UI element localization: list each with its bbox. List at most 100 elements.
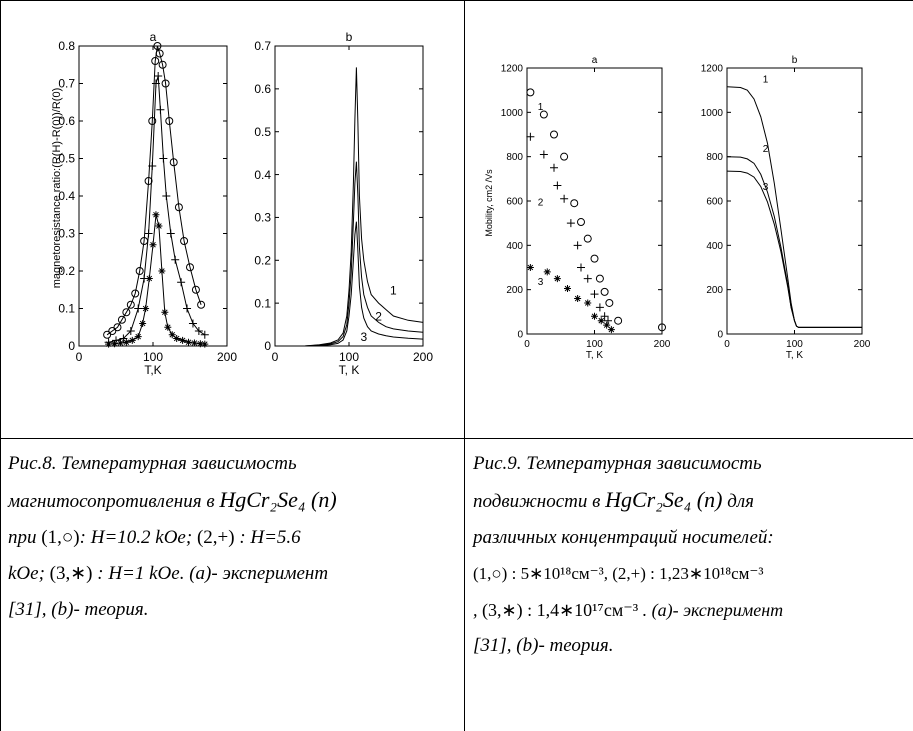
fig9a-series-3-point — [526, 264, 534, 271]
fig8-mark-3: (3,∗) — [49, 563, 93, 584]
fig8a-series-1-point — [169, 158, 178, 167]
fig8b-xtick-label: 0 — [272, 350, 279, 364]
fig9b-ytick-label: 0 — [717, 330, 723, 341]
fig8-caption-line3c: : H=5.6 — [239, 527, 301, 548]
fig9-caption-line5: . (a)- эксперимент — [642, 600, 784, 620]
fig8a-series-3-point — [201, 340, 209, 348]
fig8-caption-line3b: : H=10.2 kOe; — [79, 527, 193, 548]
fig8a-series-3-point — [168, 331, 176, 339]
fig8a-xtick-label: 200 — [217, 350, 237, 364]
fig8a-series-1-point — [186, 263, 194, 272]
fig9-caption-line1: Рис.9. Температурная зависимость — [473, 453, 762, 474]
fig8a-series-2-point — [159, 154, 168, 163]
fig8b-ytick-label: 0.6 — [254, 82, 271, 96]
fig8-ylabel: magnetoresistance ratio:(R(H)-R(0))/R(0) — [51, 88, 63, 289]
fig8a-series-2-point — [166, 229, 175, 238]
fig8a-series-2-point — [194, 327, 203, 335]
fig9b-xlabel: T, K — [786, 350, 804, 361]
fig9b-series-1-line — [726, 86, 862, 328]
fig9a-series-2-point — [600, 312, 609, 321]
fig9a-series-3-point — [591, 312, 598, 320]
fig9-formula: HgCr₂Se₄ (n) — [605, 487, 723, 512]
fig9a-ytick-label: 0 — [517, 330, 523, 341]
fig8-caption-line2: магнитосопротивления в — [8, 491, 215, 512]
fig8a-series-1-point — [113, 323, 122, 332]
fig8a-series-2-point — [112, 336, 120, 345]
fig8a-series-2-point — [119, 334, 128, 343]
fig8a-ytick-label: 0.4 — [58, 189, 75, 203]
fig9a-ytick-label: 600 — [506, 197, 523, 208]
fig8b-curve-label: 1 — [390, 284, 397, 298]
fig9a-series-2-point — [573, 241, 582, 250]
fig8-caption-line5: [31], (b)- теория. — [8, 599, 149, 620]
fig8a-xtick-label: 0 — [76, 350, 83, 364]
fig9a-xtick-label: 0 — [524, 339, 530, 350]
fig8a-series-3-point — [155, 222, 163, 230]
fig8a-ytick-label: 0.8 — [58, 39, 75, 53]
fig8-mark-2: (2,+) — [196, 527, 235, 548]
fig8a-xlabel: T,K — [144, 363, 161, 377]
fig8a-series-2-point — [154, 72, 163, 80]
fig8a-series-3-point — [134, 333, 142, 341]
fig8a-series-1-point — [180, 237, 189, 245]
fig8a-series-2-line — [108, 75, 206, 343]
fig9a-series-3-point — [564, 285, 571, 293]
fig8b-series-3-line — [304, 221, 424, 347]
fig8b-ytick-label: 0.2 — [254, 253, 271, 267]
row-divider — [0, 438, 913, 439]
fig8a-ytick-label: 0.5 — [58, 152, 75, 166]
right-cell-bottom — [464, 438, 913, 439]
fig8b-ytick-label: 0 — [264, 339, 271, 353]
fig9a-series-2-point — [550, 163, 558, 172]
fig9a-series-2-point — [560, 194, 569, 203]
fig9-caption-line3: различных концентраций носителей: — [473, 527, 774, 548]
fig9a-series-2-point — [590, 290, 599, 299]
fig8a-series-3-point — [128, 336, 136, 344]
fig8a-series-1-point — [158, 60, 167, 69]
fig8a-title: a — [150, 30, 157, 44]
fig8a-series-2-point — [156, 105, 165, 114]
fig9a-series-1-point — [577, 218, 585, 227]
fig9a-ytick-label: 200 — [506, 285, 523, 296]
fig8-caption: Рис.8. Температурная зависимость магнито… — [8, 446, 458, 628]
fig8a-series-2-point — [171, 255, 180, 264]
fig8a-series-3-point — [116, 339, 124, 347]
fig8a-series-1-point — [197, 300, 206, 309]
fig8a-series-1-point — [108, 327, 117, 335]
fig9a-ytick-label: 800 — [506, 152, 523, 163]
fig8a-series-1-point — [131, 289, 140, 298]
fig9b-series-2-line — [726, 156, 862, 328]
fig9a-xtick-label: 200 — [654, 339, 671, 350]
fig9b-ytick-label: 200 — [706, 285, 723, 296]
fig9b-xtick-label: 200 — [854, 339, 871, 350]
fig9a-series-1-point — [605, 298, 614, 307]
fig8-panel-b: b 0 0.1 0.2 0.3 0.4 0.5 0.6 0.7 0 100 200 T, K 123 — [254, 30, 433, 377]
fig9a-series-2-point — [553, 181, 562, 190]
fig9a-xtick-label: 100 — [586, 339, 603, 350]
fig8a-series-3-point — [161, 308, 169, 316]
fig9a-series-2-point — [566, 219, 575, 228]
fig8-formula: HgCr₂Se₄ (n) — [219, 487, 337, 512]
fig9-conc-3: (3,∗) : 1,4∗10¹⁷см⁻³ — [482, 600, 639, 620]
fig9-caption-line2a: подвижности в — [473, 491, 601, 512]
fig8a-series-2-point — [200, 330, 209, 339]
fig9a-series-3-point — [584, 299, 592, 307]
fig9b-curve-label: 1 — [763, 74, 769, 85]
fig8a-ytick-label: 0.1 — [58, 302, 75, 316]
fig8a-series-2-point — [148, 162, 157, 170]
fig9a-series-3-point — [553, 275, 561, 283]
fig9a-series-1-point — [595, 274, 604, 283]
fig8a-series-3-point — [122, 338, 130, 346]
fig8a-series-1-point — [191, 285, 200, 294]
fig8-caption-line4b: : H=1 kOe. (a)- эксперимент — [97, 563, 329, 584]
fig8a-series-2-point — [144, 229, 153, 238]
fig9b-title: b — [792, 55, 798, 66]
fig9a-series-2-point — [595, 303, 604, 312]
fig9-ylabel: Mobility, cm2 /Vs — [484, 169, 494, 237]
fig8a-series-1-point — [151, 57, 160, 65]
column-divider — [464, 0, 465, 731]
fig8a-series-1-point — [144, 177, 153, 185]
fig9a-ytick-label: 1200 — [501, 64, 524, 75]
fig8b-ytick-label: 0.1 — [254, 296, 271, 310]
